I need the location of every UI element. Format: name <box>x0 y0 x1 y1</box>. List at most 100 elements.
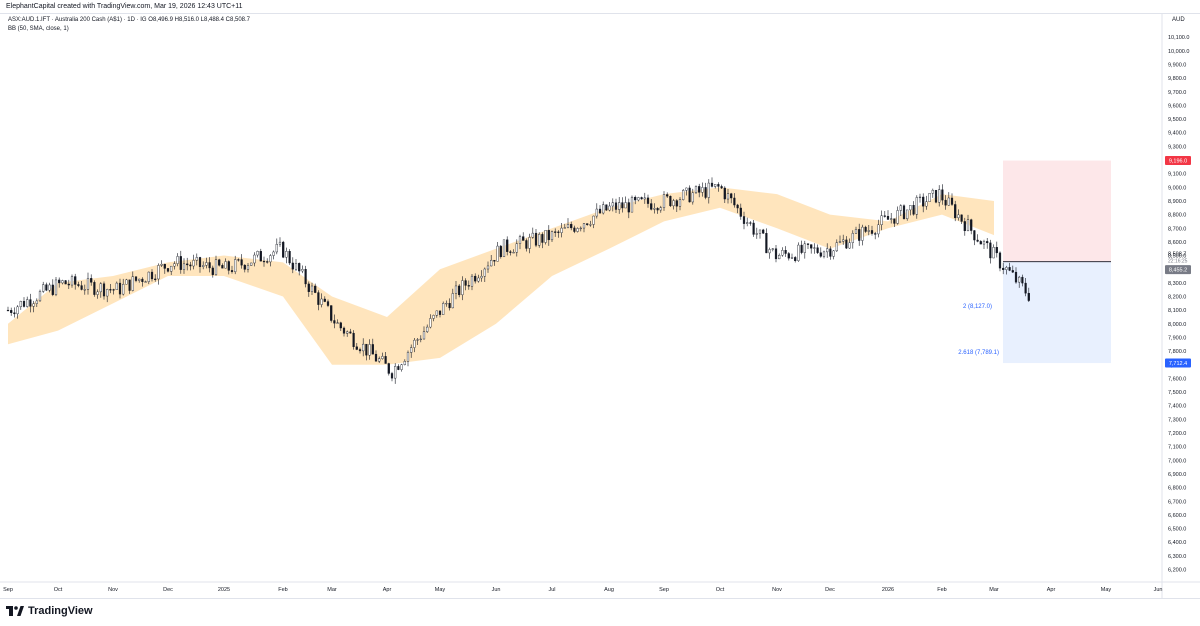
candle-body <box>176 256 179 264</box>
entry-price-tag: 8,455.2 <box>1169 268 1187 274</box>
candle-body <box>605 204 608 211</box>
candle-body <box>730 193 733 199</box>
candle-body <box>717 184 720 187</box>
candle-body <box>496 245 499 262</box>
candle-body <box>938 189 941 203</box>
candle-body <box>662 194 666 208</box>
candle-body <box>128 279 131 291</box>
candle-body <box>880 215 883 226</box>
tradingview-logo[interactable]: TradingView <box>6 605 93 617</box>
candle-body <box>627 202 630 213</box>
stop-loss-zone[interactable] <box>1003 160 1111 262</box>
candle-body <box>598 208 602 214</box>
candle-body <box>954 204 957 219</box>
candle-body <box>630 196 634 213</box>
candle-body <box>522 236 525 241</box>
candle-body <box>358 349 362 352</box>
candle-body <box>986 241 989 244</box>
y-tick-label: 9,800.0 <box>1168 76 1186 82</box>
candle-body <box>374 353 378 362</box>
candle-body <box>723 187 726 200</box>
y-tick-label: 6,900.0 <box>1168 472 1186 478</box>
take-profit-zone[interactable] <box>1003 261 1111 364</box>
candle-body <box>509 251 512 253</box>
y-tick-label: 7,600.0 <box>1168 376 1186 382</box>
candle-body <box>35 300 38 304</box>
candle-body <box>80 285 83 290</box>
candle-body <box>310 285 314 292</box>
candle-body <box>525 240 528 249</box>
candle-body <box>195 257 198 261</box>
price-chart[interactable]: 10,100.0 10,000.0 9,900.0 9,800.0 9,700.0 9,6… <box>0 0 1200 600</box>
candle-body <box>982 241 986 245</box>
candle-body <box>13 312 16 315</box>
candle-body <box>464 280 467 286</box>
y-tick-label: 8,100.0 <box>1168 308 1186 314</box>
candle-body <box>470 275 474 287</box>
candle-body <box>518 236 522 244</box>
x-tick-label: Nov <box>108 587 118 593</box>
candle-body <box>22 300 26 307</box>
candle-body <box>589 224 592 226</box>
candle-body <box>602 204 605 214</box>
candle-body <box>874 233 877 235</box>
candle-body <box>240 259 243 266</box>
candle-body <box>698 186 701 193</box>
candle-body <box>877 224 880 235</box>
candle-body <box>134 276 138 281</box>
candle-body <box>835 242 838 252</box>
candle-body <box>742 216 746 224</box>
candle-body <box>618 202 621 210</box>
indicator-legend[interactable]: BB (50, SMA, close, 1) <box>8 25 250 34</box>
candle-body <box>256 251 259 256</box>
candle-body <box>592 215 595 225</box>
candle-body <box>701 187 704 193</box>
bar-countdown-label: 22:16:25 <box>1168 258 1188 264</box>
y-tick-label: 9,000.0 <box>1168 185 1186 191</box>
indicator-info: BB (50, SMA, close, 1) <box>8 26 69 32</box>
candle-body <box>467 285 470 287</box>
candle-body <box>333 320 336 324</box>
candle-body <box>58 279 61 284</box>
candle-body <box>691 192 694 203</box>
y-tick-label: 7,300.0 <box>1168 417 1186 423</box>
candle-body <box>688 187 691 203</box>
x-tick-label: 2025 <box>218 587 230 593</box>
candle-body <box>941 189 944 201</box>
y-tick-label: 9,900.0 <box>1168 62 1186 68</box>
candle-body <box>48 284 51 291</box>
symbol-info: ASX:AUD.1.IFT · Australia 200 Cash (A$1)… <box>8 17 251 23</box>
candle-body <box>960 214 963 222</box>
candle-body <box>774 248 778 260</box>
candle-body <box>902 205 906 219</box>
candle-body <box>19 300 22 308</box>
candle-body <box>502 239 506 258</box>
candle-body <box>486 265 490 270</box>
candle-body <box>131 276 134 291</box>
candle-body <box>707 182 710 198</box>
candle-body <box>237 259 240 261</box>
candle-body <box>493 259 496 262</box>
candle-body <box>378 358 381 362</box>
candle-body <box>912 205 915 215</box>
candle-body <box>294 263 298 270</box>
candle-body <box>432 315 435 319</box>
candle-body <box>112 289 115 291</box>
y-tick-label: 6,800.0 <box>1168 486 1186 492</box>
candle-body <box>614 202 618 210</box>
candle-body <box>163 263 166 269</box>
candle-body <box>45 284 48 291</box>
candle-body <box>790 257 794 259</box>
x-tick-label: Oct <box>716 587 725 593</box>
candle-body <box>42 284 45 292</box>
candle-body <box>947 197 950 206</box>
candle-body <box>995 247 998 254</box>
y-tick-label: 8,200.0 <box>1168 295 1186 301</box>
symbol-legend[interactable]: ASX:AUD.1.IFT · Australia 200 Cash (A$1)… <box>8 16 250 25</box>
candle-body <box>925 201 928 207</box>
candle-body <box>832 250 835 257</box>
candle-body <box>861 226 864 241</box>
candle-body <box>890 218 893 220</box>
candle-body <box>560 227 563 233</box>
y-tick-label: 7,200.0 <box>1168 431 1186 437</box>
